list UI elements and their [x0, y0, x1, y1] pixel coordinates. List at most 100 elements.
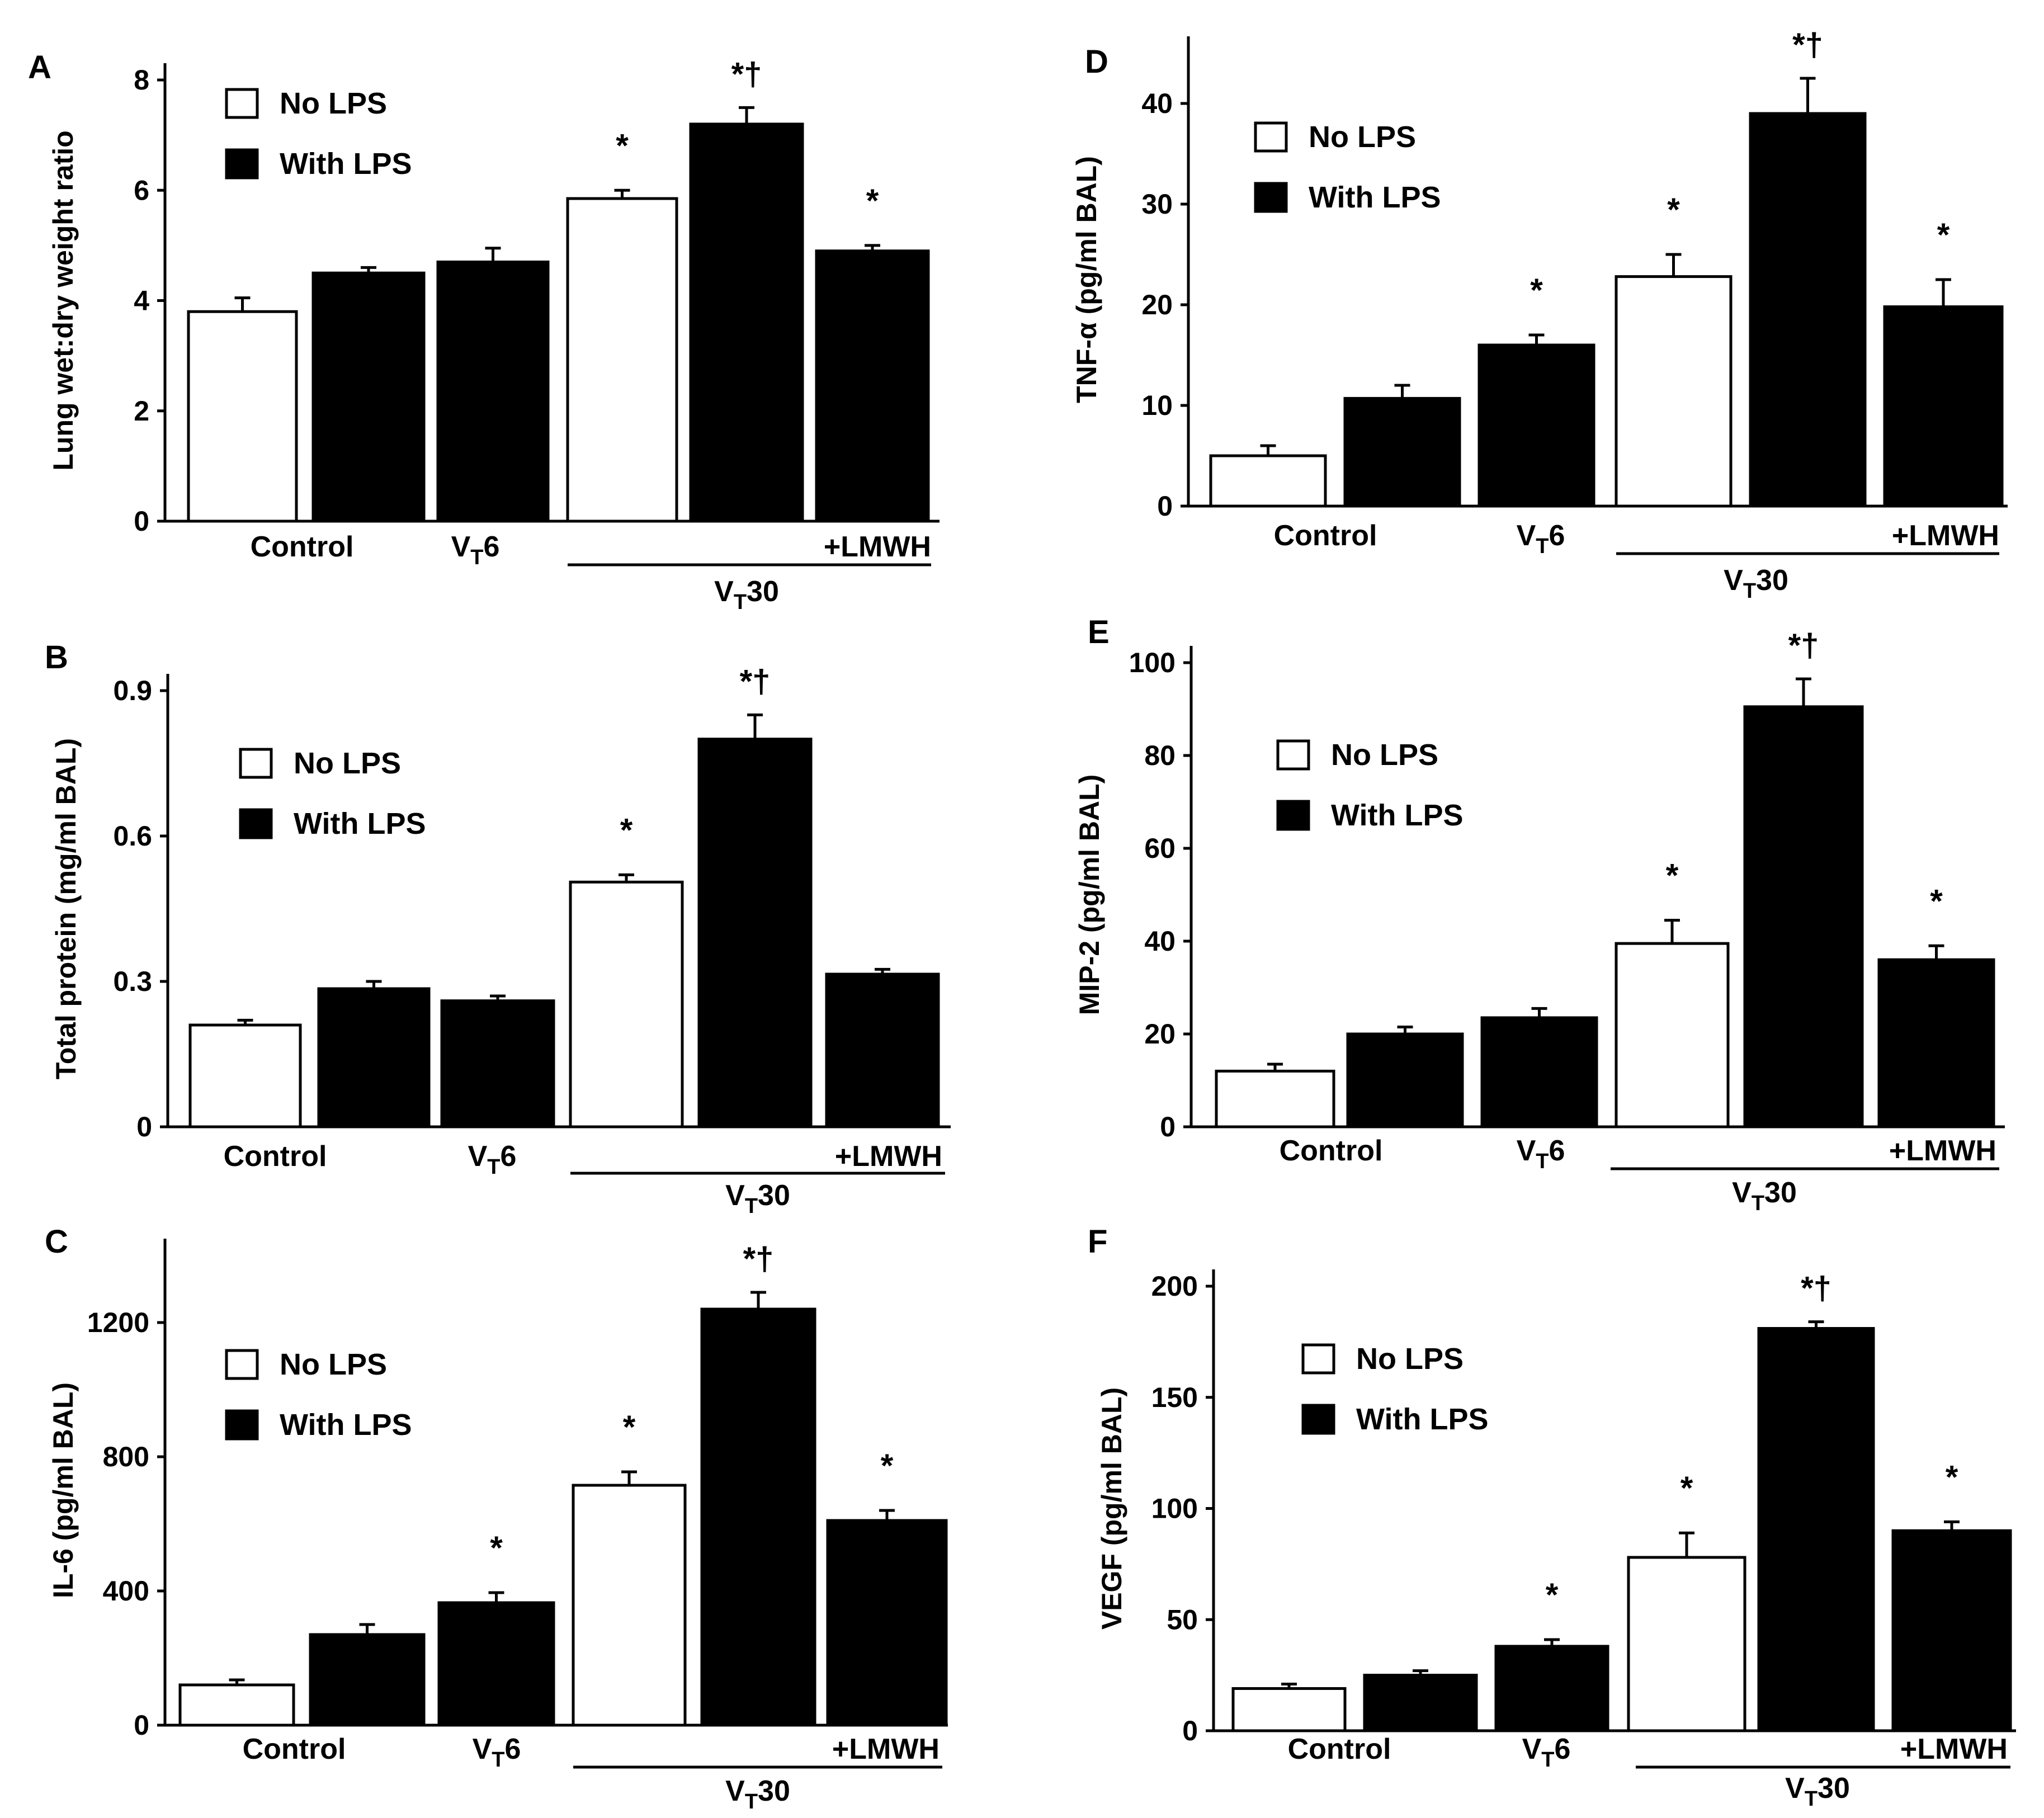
- x-label-lmwh: +LMWH: [1900, 1733, 2008, 1765]
- significance-mark: *†: [1792, 27, 1823, 63]
- x-label-lmwh: +LMWH: [1892, 520, 1999, 552]
- y-tick-label: 0: [1157, 490, 1173, 522]
- bar-vt30-with-lps: [1743, 705, 1864, 1128]
- x-label-vt6-number: 6: [483, 531, 499, 563]
- bar-control-no-lps: [178, 1683, 295, 1727]
- x-label-vt30-v: V: [725, 1775, 745, 1807]
- significance-mark: *: [881, 1448, 894, 1484]
- y-tick-label: 0.9: [113, 675, 152, 706]
- bar-control-with-lps: [1346, 1032, 1464, 1128]
- significance-mark: *: [866, 183, 879, 219]
- bar-vt30-no-lps: [1627, 1556, 1746, 1732]
- x-label-vt30-subscript: T: [1752, 1192, 1764, 1215]
- bar-control-no-lps: [188, 1023, 302, 1128]
- x-label-vt6-v: V: [1517, 1135, 1536, 1167]
- bar-vt30-no-lps: [566, 197, 678, 523]
- y-tick-label: 20: [1144, 1018, 1176, 1050]
- significance-mark: *†: [743, 1241, 774, 1277]
- legend-swatch-no-lps: [225, 88, 259, 119]
- x-label-vt6: VT6: [473, 1733, 521, 1772]
- y-tick-label: 0: [1182, 1715, 1198, 1746]
- significance-mark: *†: [731, 56, 762, 92]
- x-label-vt30-v: V: [714, 575, 734, 608]
- x-label-control: Control: [224, 1140, 327, 1173]
- x-label-vt30-number: 30: [1818, 1772, 1850, 1805]
- bar-vt6-with-lps: [436, 260, 550, 523]
- x-label-control: Control: [1274, 520, 1377, 552]
- x-label-vt30: VT30: [1724, 564, 1788, 603]
- legend-swatch-no-lps: [1254, 121, 1288, 153]
- bar-control-with-lps: [1343, 396, 1461, 508]
- bar-vt30-lmwh-with-lps: [1883, 305, 2004, 508]
- legend-label-no-lps: No LPS: [1331, 738, 1438, 772]
- legend-label-with-lps: With LPS: [1309, 181, 1441, 214]
- x-label-vt30-v: V: [1732, 1177, 1752, 1209]
- bar-vt30-with-lps: [1757, 1327, 1875, 1732]
- panel-f: F 0 50 100 150 200 VEGF (pg/ml BAL) * * *† * No LPS…: [1088, 1224, 2016, 1811]
- x-label-vt6-v: V: [473, 1733, 492, 1765]
- legend-swatch-with-lps: [239, 808, 273, 839]
- x-label-vt6: VT6: [1522, 1733, 1571, 1772]
- x-label-vt6-number: 6: [1549, 1135, 1565, 1167]
- x-label-vt30: VT30: [714, 575, 779, 614]
- y-tick-label: 1200: [87, 1307, 149, 1338]
- significance-mark: *: [490, 1530, 503, 1566]
- bar-control-with-lps: [311, 271, 426, 523]
- x-label-vt30: VT30: [1785, 1772, 1850, 1811]
- bar-vt30-lmwh-with-lps: [1891, 1529, 2012, 1732]
- significance-mark: *: [1667, 192, 1680, 228]
- bar-control-with-lps: [1363, 1674, 1478, 1732]
- x-label-vt6-subscript: T: [1536, 535, 1549, 558]
- bar-vt30-no-lps: [569, 880, 684, 1128]
- x-label-vt6: VT6: [1517, 1135, 1565, 1173]
- legend-swatch-no-lps: [1301, 1343, 1335, 1375]
- x-label-vt30: VT30: [725, 1775, 790, 1814]
- significance-mark: *: [1930, 883, 1943, 919]
- legend-label-no-lps: No LPS: [280, 1348, 387, 1381]
- x-label-vt30-subscript: T: [1805, 1787, 1818, 1811]
- legend-label-with-lps: With LPS: [280, 1408, 412, 1442]
- x-label-vt30-number: 30: [1756, 564, 1788, 597]
- y-tick-label: 20: [1141, 289, 1173, 320]
- x-label-lmwh: +LMWH: [832, 1733, 940, 1765]
- y-tick-label: 800: [103, 1441, 149, 1472]
- x-label-vt6-number: 6: [500, 1140, 516, 1173]
- significance-mark: *: [623, 1409, 636, 1446]
- panel-letter: A: [28, 49, 51, 86]
- x-label-vt6-number: 6: [504, 1733, 521, 1765]
- x-label-vt30-subscript: T: [745, 1194, 758, 1218]
- panel-b: B 0 0.3 0.6 0.9 Total protein (mg/ml BAL) * *† N…: [45, 639, 951, 1218]
- legend-swatch-with-lps: [1254, 182, 1288, 213]
- x-label-vt30: VT30: [1732, 1177, 1797, 1215]
- legend-swatch-with-lps: [225, 1409, 259, 1441]
- y-tick-label: 80: [1144, 740, 1176, 771]
- bar-vt30-with-lps: [1749, 112, 1867, 508]
- bar-control-no-lps: [1215, 1069, 1335, 1128]
- y-tick-label: 4: [134, 285, 149, 317]
- y-axis-title: IL-6 (pg/ml BAL): [48, 1382, 79, 1598]
- x-label-control: Control: [1280, 1135, 1383, 1167]
- significance-mark: *: [1946, 1459, 1958, 1495]
- y-tick-label: 50: [1167, 1604, 1198, 1635]
- panel-d: D 0 10 20 30 40 TNF-α (pg/ml BAL) * * *† * No LPS Wi…: [1071, 27, 2008, 603]
- significance-mark: *: [1546, 1577, 1559, 1613]
- panel-letter: C: [45, 1224, 68, 1260]
- x-label-lmwh: +LMWH: [1889, 1135, 1996, 1167]
- x-label-vt6-subscript: T: [1541, 1748, 1554, 1772]
- y-tick-label: 40: [1141, 88, 1173, 119]
- y-tick-label: 100: [1129, 647, 1176, 678]
- panel-e: E 0 20 40 60 80 100 MIP-2 (pg/ml BAL) * *† * No LPS…: [1074, 614, 2005, 1215]
- x-label-vt30-v: V: [1785, 1772, 1805, 1805]
- legend-swatch-with-lps: [1301, 1404, 1335, 1435]
- bar-control-no-lps: [1231, 1687, 1347, 1732]
- y-tick-label: 40: [1144, 925, 1176, 957]
- x-label-vt30: VT30: [725, 1179, 790, 1218]
- x-label-vt6: VT6: [1517, 520, 1565, 558]
- y-tick-label: 6: [134, 174, 149, 206]
- bar-vt30-no-lps: [1615, 942, 1730, 1128]
- y-tick-label: 10: [1141, 390, 1173, 421]
- significance-mark: *†: [740, 663, 771, 700]
- y-tick-label: 60: [1144, 833, 1176, 864]
- x-label-vt30-number: 30: [758, 1179, 790, 1212]
- y-axis-title: Lung wet:dry weight ratio: [48, 130, 79, 470]
